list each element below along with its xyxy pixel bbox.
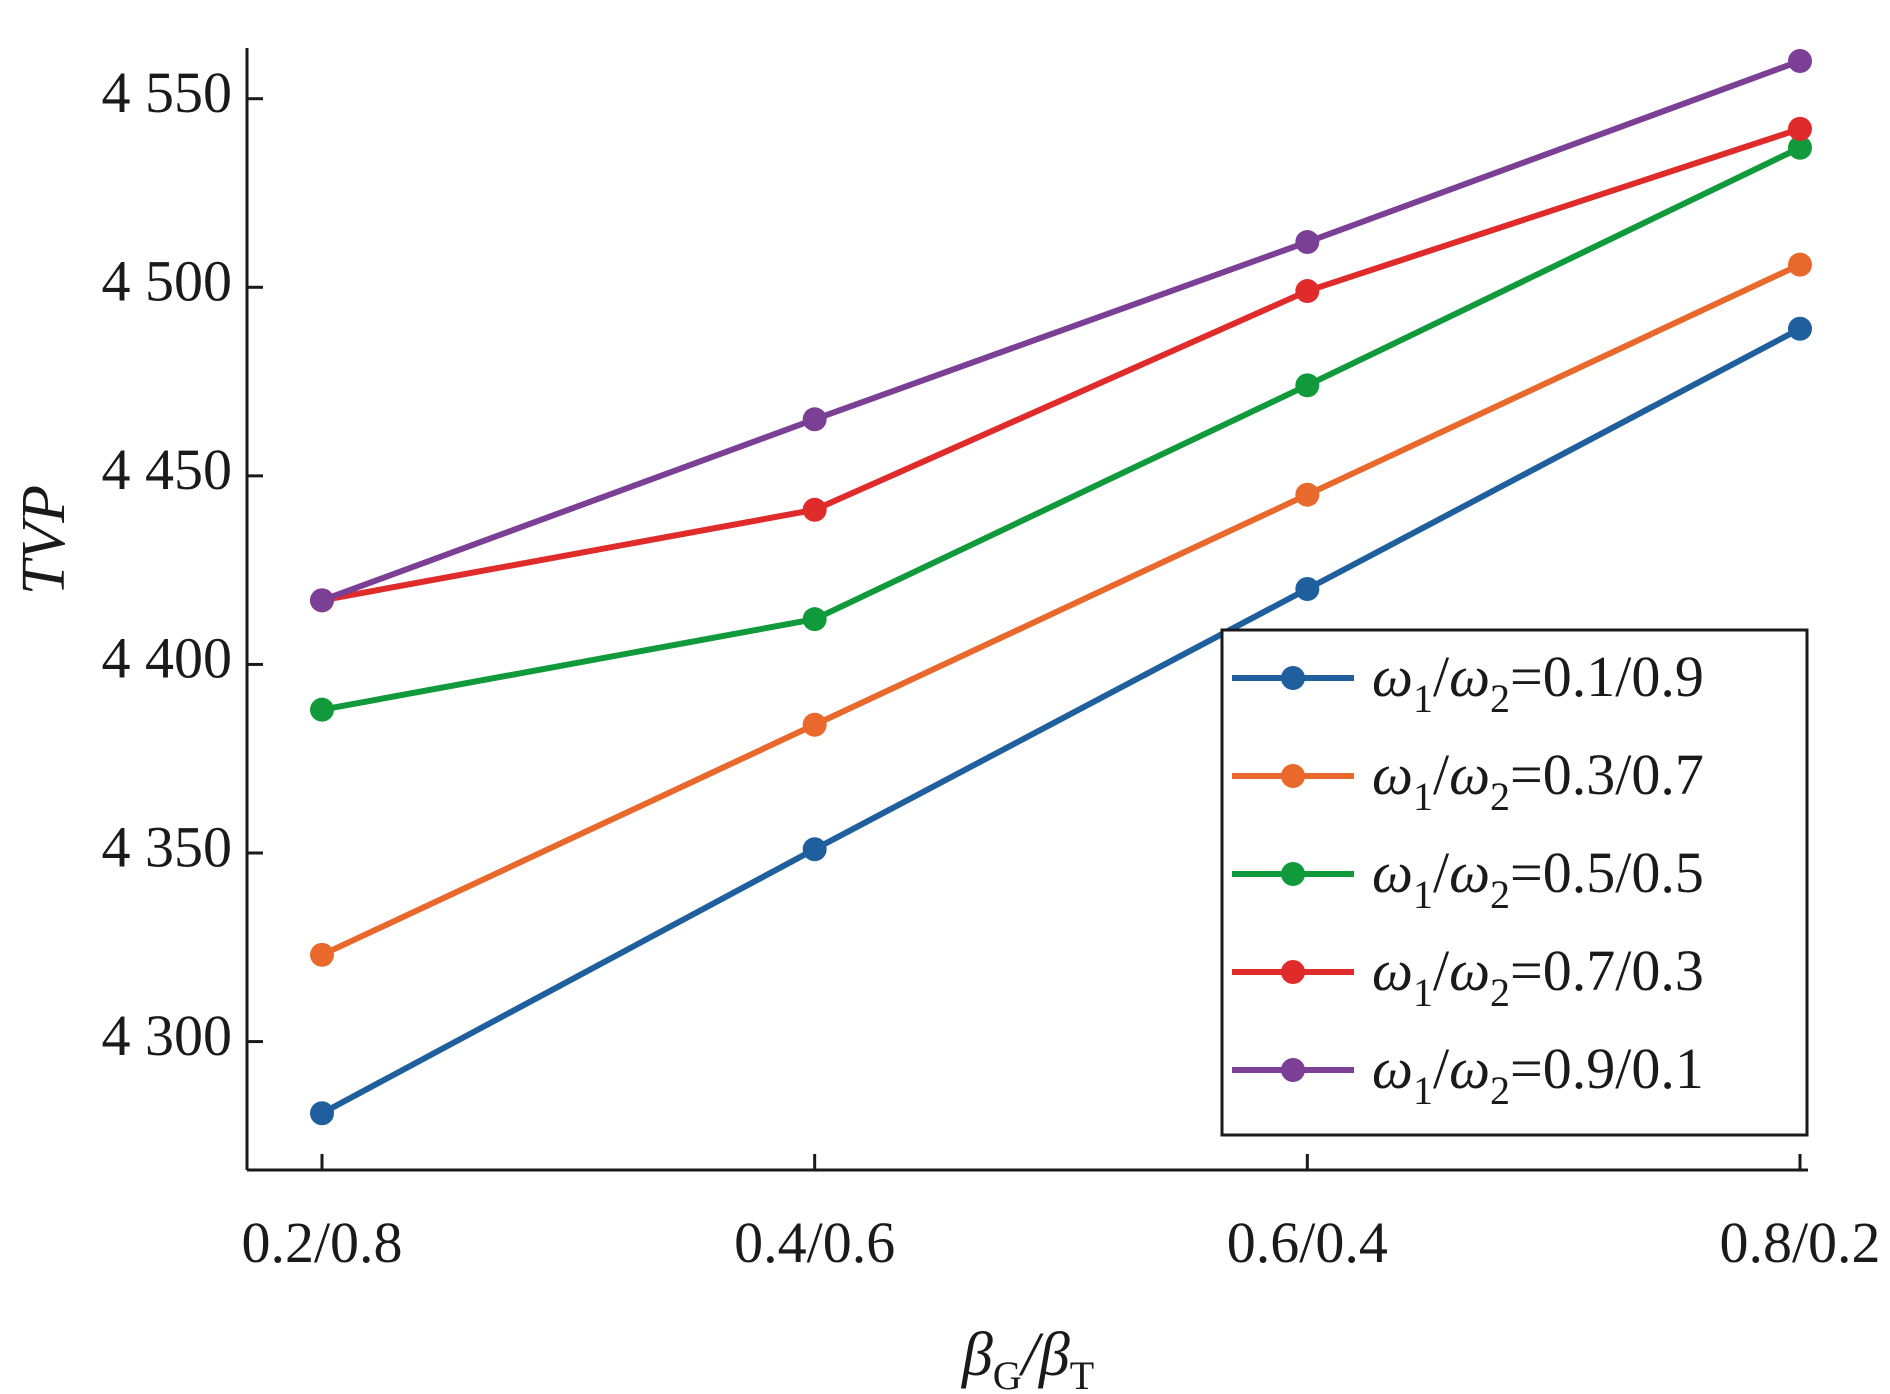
series-0.3/0.7	[310, 252, 1812, 967]
legend-swatch-marker	[1281, 764, 1305, 788]
y-tick-label: 4 450	[102, 437, 233, 502]
x-axis-title: βG/βT	[961, 1321, 1094, 1394]
data-point	[1295, 279, 1320, 304]
legend-label: ω1/ω2=0.1/0.9	[1372, 644, 1704, 721]
series-line	[320, 326, 1802, 1116]
series-0.1/0.9	[310, 316, 1812, 1126]
y-tick-label: 4 500	[102, 249, 233, 314]
axes	[245, 48, 1808, 1172]
data-point	[1788, 135, 1812, 160]
legend-box	[1220, 628, 1809, 1137]
x-tick-label: 0.6/0.4	[1227, 1210, 1388, 1275]
series-line	[320, 58, 1802, 604]
y-tick-label: 4 300	[102, 1003, 233, 1068]
legend-entry: ω1/ω2=0.1/0.9	[1232, 644, 1704, 721]
legend-label: ω1/ω2=0.5/0.5	[1372, 840, 1704, 917]
legend-entry: ω1/ω2=0.9/0.1	[1232, 1036, 1704, 1113]
y-ticks: 4 300 4 350 4 400 4 450 4 500 4 550	[102, 60, 263, 1068]
x-ticks: 0.2/0.8 0.4/0.6 0.6/0.4 0.8/0.2	[241, 1154, 1881, 1275]
data-point	[1788, 252, 1812, 277]
legend-entry: ω1/ω2=0.3/0.7	[1232, 742, 1704, 819]
data-point	[802, 407, 827, 432]
legend-label: ω1/ω2=0.3/0.7	[1372, 742, 1704, 819]
data-point	[802, 712, 827, 737]
series-layer	[310, 49, 1812, 1126]
series-line	[321, 126, 1801, 604]
data-point	[310, 588, 334, 613]
y-tick-label: 4 400	[102, 626, 233, 691]
data-point	[310, 1101, 334, 1126]
data-point	[802, 837, 827, 862]
legend-swatch-marker	[1281, 960, 1305, 984]
legend-entry: ω1/ω2=0.5/0.5	[1232, 840, 1704, 917]
data-point	[1788, 49, 1812, 73]
data-point	[1788, 116, 1812, 141]
series-line	[320, 261, 1802, 958]
x-tick-label: 0.2/0.8	[241, 1210, 402, 1275]
series-0.5/0.5	[310, 135, 1812, 722]
data-point	[310, 697, 334, 722]
y-axis-title: TVP	[10, 485, 78, 595]
y-tick-label: 4 550	[102, 60, 233, 125]
data-point	[1295, 577, 1320, 601]
legend-swatch-marker	[1281, 862, 1305, 886]
x-tick-label: 0.4/0.6	[734, 1210, 895, 1275]
data-point	[1295, 373, 1320, 398]
data-point	[1295, 230, 1320, 255]
y-tick-label: 4 350	[102, 814, 233, 879]
series-0.9/0.1	[310, 49, 1812, 613]
legend-swatch-marker	[1281, 1058, 1305, 1082]
data-point	[802, 497, 827, 522]
legend-label: ω1/ω2=0.9/0.1	[1372, 1036, 1704, 1113]
data-point	[1788, 316, 1812, 341]
data-point	[1295, 482, 1320, 507]
data-point	[310, 942, 334, 967]
legend-entry: ω1/ω2=0.7/0.3	[1232, 938, 1704, 1015]
series-line	[321, 145, 1802, 713]
legend-label: ω1/ω2=0.7/0.3	[1372, 938, 1704, 1015]
data-point	[802, 607, 827, 632]
legend-swatch-marker	[1281, 666, 1305, 690]
x-tick-label: 0.8/0.2	[1719, 1210, 1880, 1275]
legend: ω1/ω2=0.1/0.9 ω1/ω2=0.3/0.7 ω1/ω2=0.5/0.5 ω…	[1220, 628, 1809, 1137]
